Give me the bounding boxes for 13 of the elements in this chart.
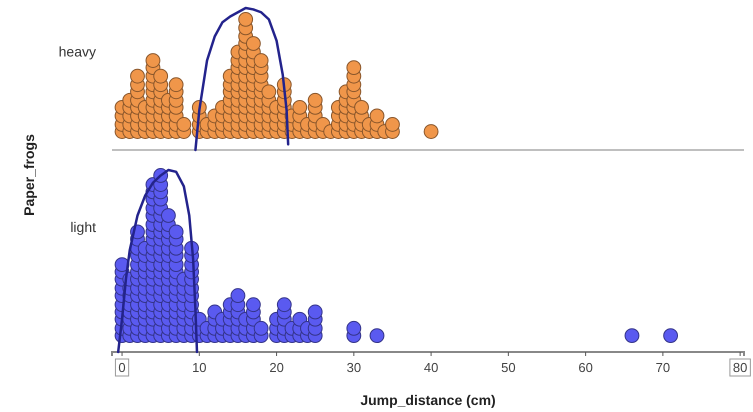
x-tick-label: 80 (732, 360, 748, 375)
x-tick-label: 70 (656, 360, 670, 375)
x-tick-label: 40 (424, 360, 438, 375)
text: heavy (58, 43, 96, 60)
x-tick-label: 20 (269, 360, 284, 375)
x-axis-title: Jump_distance (cm) (360, 392, 496, 408)
x-tick-label: 0 (118, 360, 126, 375)
x-tick-label: 30 (346, 360, 362, 375)
y-axis-title: Paper_frogs (21, 134, 37, 216)
x-tick-label: 50 (501, 360, 516, 375)
text: light (70, 218, 96, 235)
x-tick-label: 60 (578, 360, 593, 375)
x-tick-label: 10 (192, 360, 207, 375)
